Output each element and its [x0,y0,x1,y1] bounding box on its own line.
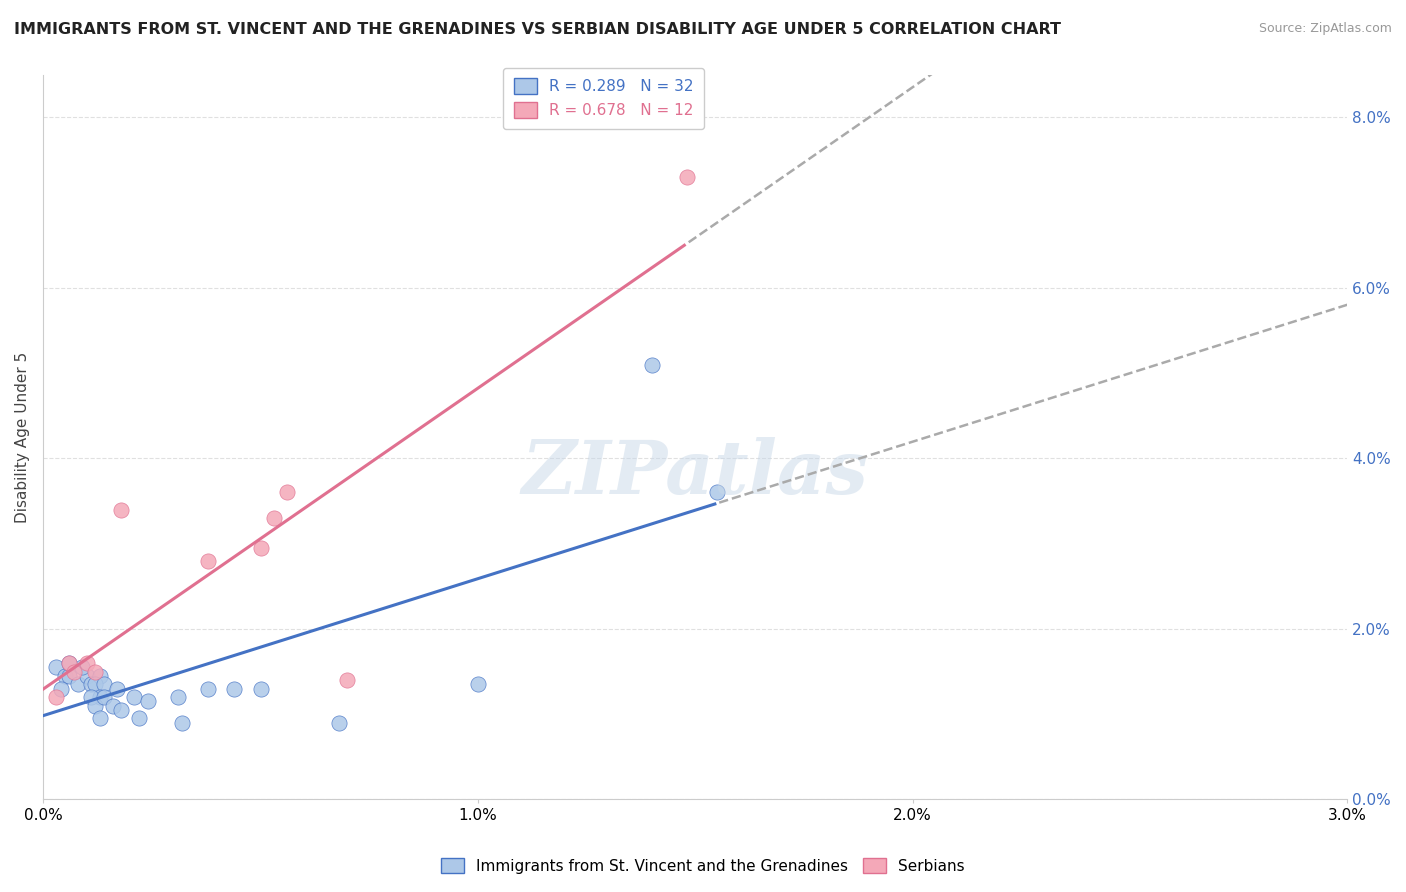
Legend: Immigrants from St. Vincent and the Grenadines, Serbians: Immigrants from St. Vincent and the Gren… [434,852,972,880]
Point [76,669,98,683]
Point [101,698,124,713]
Point [706,485,728,500]
Point [641,358,664,372]
Point [80,677,103,691]
Point [276,485,298,500]
Point [197,681,219,696]
Point [89,690,111,705]
Point [467,677,489,691]
Point [84,698,107,713]
Point [84,677,107,691]
Point [62,665,84,679]
Point [249,541,271,555]
Point [49,681,72,696]
Point [89,711,111,725]
Point [76,656,98,670]
Point [72,660,94,674]
Point [172,715,194,730]
Point [58,656,80,670]
Y-axis label: Disability Age Under 5: Disability Age Under 5 [15,351,30,523]
Point [110,703,132,717]
Point [675,169,697,184]
Point [45,690,67,705]
Point [167,690,190,705]
Legend: R = 0.289   N = 32, R = 0.678   N = 12: R = 0.289 N = 32, R = 0.678 N = 12 [503,68,704,128]
Point [263,511,285,525]
Point [53,669,76,683]
Text: IMMIGRANTS FROM ST. VINCENT AND THE GRENADINES VS SERBIAN DISABILITY AGE UNDER 5: IMMIGRANTS FROM ST. VINCENT AND THE GREN… [14,22,1062,37]
Point [224,681,246,696]
Point [110,502,132,516]
Point [197,554,219,568]
Point [336,673,359,687]
Point [93,677,115,691]
Point [58,669,80,683]
Text: Source: ZipAtlas.com: Source: ZipAtlas.com [1258,22,1392,36]
Point [93,690,115,705]
Point [45,660,67,674]
Point [124,690,146,705]
Point [128,711,150,725]
Point [58,656,80,670]
Point [249,681,271,696]
Point [328,715,350,730]
Point [66,677,89,691]
Point [136,694,159,708]
Point [105,681,128,696]
Point [84,665,107,679]
Point [80,690,103,705]
Point [89,669,111,683]
Text: ZIPatlas: ZIPatlas [522,437,869,509]
